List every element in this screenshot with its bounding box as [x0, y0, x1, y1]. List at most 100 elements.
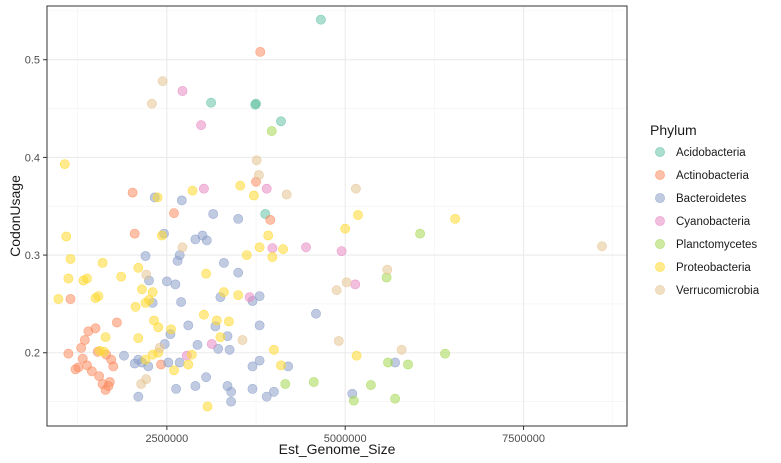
point-verrucomicrobia: [333, 336, 344, 346]
point-planctomycetes: [440, 348, 450, 359]
point-planctomycetes: [266, 126, 277, 136]
point-proteobacteria: [202, 401, 213, 412]
point-proteobacteria: [97, 257, 108, 268]
y-tick-label: 0.5: [25, 55, 40, 67]
point-actinobacteria: [129, 228, 140, 239]
point-proteobacteria: [235, 180, 246, 191]
y-axis-title: CodonUsage: [7, 175, 23, 257]
point-bacteroidetes: [171, 383, 181, 394]
point-actinobacteria: [63, 348, 74, 359]
point-proteobacteria: [351, 350, 362, 361]
point-actinobacteria: [90, 323, 101, 334]
legend-key-proteobacteria: [655, 262, 665, 272]
point-verrucomicrobia: [136, 379, 147, 389]
point-actinobacteria: [265, 214, 276, 225]
point-proteobacteria: [133, 333, 144, 343]
point-proteobacteria: [61, 231, 72, 242]
point-actinobacteria: [255, 47, 266, 57]
point-bacteroidetes: [311, 308, 321, 319]
point-proteobacteria: [254, 242, 265, 253]
point-bacteroidetes: [268, 386, 279, 397]
legend-label-acidobacteria: Acidobacteria: [676, 147, 746, 159]
point-proteobacteria: [278, 244, 288, 255]
point-bacteroidetes: [261, 391, 272, 402]
point-verrucomicrobia: [597, 241, 607, 252]
point-cyanobacteria: [267, 243, 278, 254]
point-verrucomicrobia: [281, 189, 292, 200]
point-cyanobacteria: [198, 183, 209, 194]
point-actinobacteria: [79, 335, 90, 345]
point-actinobacteria: [87, 366, 97, 377]
point-proteobacteria: [63, 273, 74, 284]
point-verrucomicrobia: [154, 342, 165, 353]
point-proteobacteria: [100, 332, 111, 342]
y-tick-label: 0.3: [25, 250, 40, 262]
minor-gridlines: [47, 6, 627, 426]
point-proteobacteria: [99, 346, 109, 357]
legend-key-verrucomicrobia: [655, 285, 665, 295]
point-bacteroidetes: [161, 276, 172, 287]
data-points: [53, 14, 607, 412]
legend-key-cyanobacteria: [655, 216, 665, 226]
point-bacteroidetes: [254, 355, 265, 366]
point-acidobacteria: [276, 116, 286, 127]
point-bacteroidetes: [176, 195, 187, 206]
point-proteobacteria: [276, 360, 286, 371]
plot-panel-border: [46, 5, 628, 427]
point-proteobacteria: [218, 287, 229, 298]
point-verrucomicrobia: [341, 277, 352, 288]
point-verrucomicrobia: [396, 344, 407, 355]
major-gridlines: [47, 6, 627, 426]
point-bacteroidetes: [201, 235, 212, 246]
point-proteobacteria: [198, 309, 209, 320]
point-bacteroidetes: [208, 209, 219, 219]
point-cyanobacteria: [206, 339, 217, 349]
point-proteobacteria: [223, 316, 234, 327]
point-verrucomicrobia: [382, 264, 393, 275]
point-planctomycetes: [415, 228, 425, 239]
point-cyanobacteria: [196, 120, 206, 131]
x-axis-ticks: 2500000 5000000 7500000: [145, 426, 545, 445]
point-bacteroidetes: [170, 279, 181, 290]
point-verrucomicrobia: [350, 183, 361, 194]
point-proteobacteria: [147, 287, 158, 298]
point-planctomycetes: [390, 393, 400, 404]
point-bacteroidetes: [133, 391, 144, 402]
point-bacteroidetes: [163, 357, 174, 368]
point-actinobacteria: [112, 317, 122, 328]
point-actinobacteria: [106, 354, 117, 365]
point-proteobacteria: [136, 284, 147, 295]
point-bacteroidetes: [254, 291, 265, 301]
legend-label-actinobacteria: Actinobacteria: [676, 170, 749, 182]
point-bacteroidetes: [119, 350, 129, 361]
point-actinobacteria: [73, 362, 84, 373]
point-proteobacteria: [140, 354, 151, 365]
legend-title: Phylum: [650, 122, 697, 138]
point-bacteroidetes: [224, 344, 235, 355]
point-acidobacteria: [250, 99, 261, 110]
point-planctomycetes: [280, 379, 291, 389]
point-verrucomicrobia: [177, 242, 188, 253]
point-planctomycetes: [308, 377, 319, 387]
point-cyanobacteria: [261, 183, 272, 194]
x-tick-label: 7500000: [502, 433, 545, 445]
point-proteobacteria: [116, 271, 127, 282]
point-proteobacteria: [186, 349, 197, 360]
point-bacteroidetes: [247, 383, 258, 394]
point-proteobacteria: [248, 190, 259, 201]
point-planctomycetes: [348, 395, 359, 406]
point-bacteroidetes: [190, 234, 201, 245]
point-planctomycetes: [383, 357, 393, 368]
point-bacteroidetes: [254, 320, 265, 331]
point-verrucomicrobia: [157, 76, 168, 87]
point-proteobacteria: [156, 230, 167, 241]
legend-label-cyanobacteria: Cyanobacteria: [676, 216, 751, 228]
point-proteobacteria: [267, 252, 278, 262]
point-bacteroidetes: [183, 320, 194, 331]
point-proteobacteria: [268, 344, 279, 355]
point-actinobacteria: [169, 208, 179, 218]
point-proteobacteria: [201, 268, 211, 279]
point-bacteroidetes: [233, 213, 244, 224]
y-tick-label: 0.2: [25, 348, 40, 360]
point-proteobacteria: [263, 230, 274, 241]
